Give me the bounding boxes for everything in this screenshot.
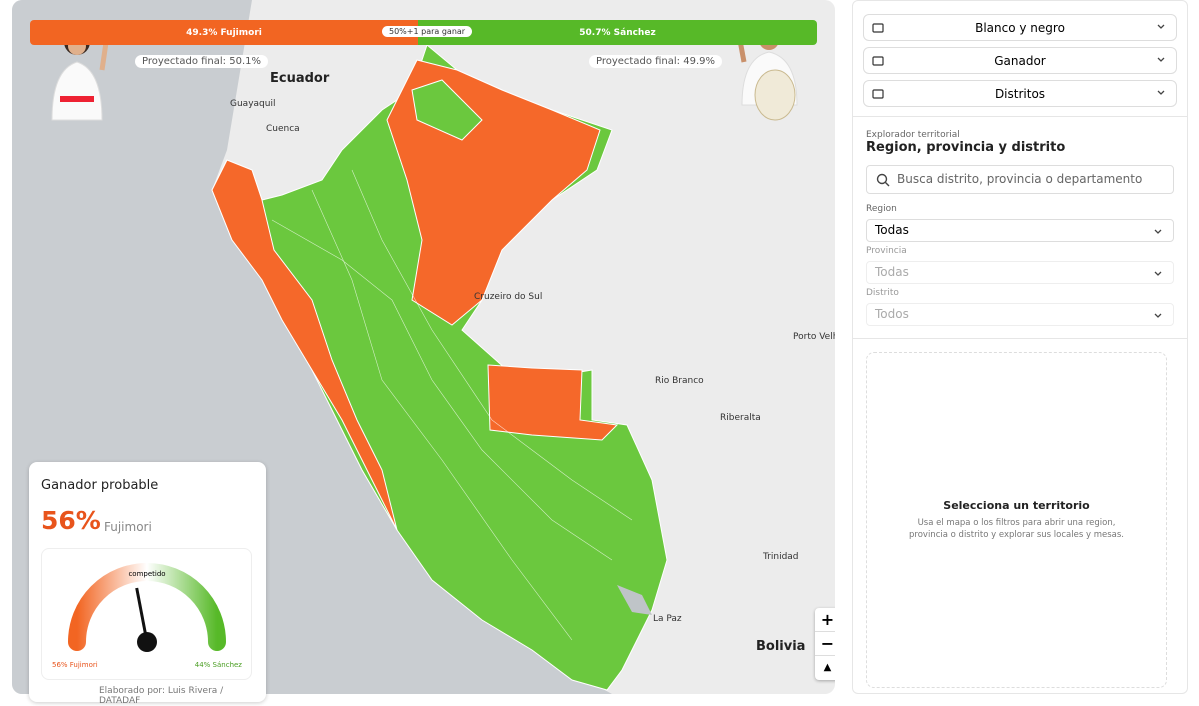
gauge-arc xyxy=(68,563,226,651)
vote-bar: 49.3% Fujimori 50.7% Sánchez xyxy=(30,20,817,45)
empty-title: Selecciona un territorio xyxy=(943,499,1090,512)
chevron xyxy=(1154,271,1162,276)
control-icon xyxy=(872,89,884,99)
gauge: competido 56% Fujimori 44% Sánchez xyxy=(52,563,243,669)
map-label: La Paz xyxy=(653,614,682,624)
chevron xyxy=(1154,229,1162,234)
filter-value: Todas xyxy=(875,223,909,237)
gauge-left: 56% Fujimori xyxy=(52,661,98,669)
filter-label: Region xyxy=(866,204,897,214)
lake xyxy=(617,585,652,615)
vote-segment: 50.7% Sánchez xyxy=(417,20,817,45)
map-label: Cruzeiro do Sul xyxy=(474,292,542,302)
projection: Proyectado final: 50.1% xyxy=(135,55,268,68)
card-title: Ganador probable xyxy=(41,478,159,493)
search-box[interactable]: Busca distrito, provincia o departamento xyxy=(866,165,1174,194)
region-sanchez xyxy=(411,79,483,141)
map-label: Bolivia xyxy=(756,639,805,654)
empty-state: Selecciona un territorio Usa el mapa o l… xyxy=(866,352,1167,688)
gauge-hub xyxy=(137,632,157,652)
map-label: Rio Branco xyxy=(655,376,704,386)
candidate-photo xyxy=(734,23,798,121)
filter-select[interactable]: Todas xyxy=(866,261,1174,284)
control-icon xyxy=(872,23,884,33)
control-text: Ganador xyxy=(994,53,1046,68)
compass[interactable]: ▲ xyxy=(823,662,832,673)
control-text: Blanco y negro xyxy=(975,20,1065,35)
map-label: Cuenca xyxy=(266,124,300,134)
map-label: Guayaquil xyxy=(230,99,275,109)
style-select[interactable]: Blanco y negro xyxy=(863,14,1177,41)
filter-label: Provincia xyxy=(866,246,907,256)
map-label: Trinidad xyxy=(762,552,799,562)
control-icon xyxy=(872,56,884,66)
credit: Elaborado por: Luis Rivera / DATADAF xyxy=(99,686,224,706)
map-label: Porto Velho xyxy=(793,332,835,342)
chevron xyxy=(1157,57,1165,62)
district-lines xyxy=(271,169,633,641)
zoom-controls: + − ▲ xyxy=(815,608,835,680)
kicker: Explorador territorial xyxy=(866,130,960,140)
chevron xyxy=(1157,90,1165,95)
zoom-out[interactable]: − xyxy=(815,632,835,656)
empty-text: Usa el mapa o los filtros para abrir una… xyxy=(917,518,1116,528)
gauge-label: competido xyxy=(128,570,165,578)
winner-card: Ganador probable 56% Fujimori competido … xyxy=(29,462,266,706)
coast-fujimori xyxy=(211,159,398,531)
map[interactable]: Ecuador Guayaquil Cuenca Cruzeiro do Sul… xyxy=(12,0,835,694)
map-label: Ecuador xyxy=(270,71,330,86)
gauge-right: 44% Sánchez xyxy=(195,661,243,669)
projection: Proyectado final: 49.9% xyxy=(589,55,722,68)
filter-select[interactable]: Todos xyxy=(866,303,1174,326)
level-select[interactable]: Distritos xyxy=(863,80,1177,107)
zoom-in[interactable]: + xyxy=(815,608,835,632)
threshold-label: 50%+1 para ganar xyxy=(382,26,473,37)
filter-value: Todos xyxy=(875,307,909,321)
placeholder: Busca distrito, provincia o departamento xyxy=(897,172,1143,186)
gauge-box: competido 56% Fujimori 44% Sánchez xyxy=(41,548,252,680)
map-label: Riberalta xyxy=(720,413,761,423)
layer-select[interactable]: Ganador xyxy=(863,47,1177,74)
region-fujimori xyxy=(487,364,619,441)
empty-text: provincia o distrito y explorar sus loca… xyxy=(909,530,1124,540)
filter-label: Distrito xyxy=(866,288,899,298)
chevron xyxy=(1157,24,1165,29)
filter-select[interactable]: Todas xyxy=(866,219,1174,242)
search-icon xyxy=(876,173,890,187)
winner-name: Fujimori xyxy=(104,520,152,534)
vote-segment: 49.3% Fujimori xyxy=(30,20,418,45)
chevron xyxy=(1154,313,1162,318)
filter-value: Todas xyxy=(875,265,909,279)
winner-percent: 56% xyxy=(41,506,101,535)
side-panel: Blanco y negro Ganador Distritos Explora… xyxy=(852,0,1188,694)
explorer-title: Region, provincia y distrito xyxy=(866,140,1066,155)
control-text: Distritos xyxy=(994,86,1046,101)
